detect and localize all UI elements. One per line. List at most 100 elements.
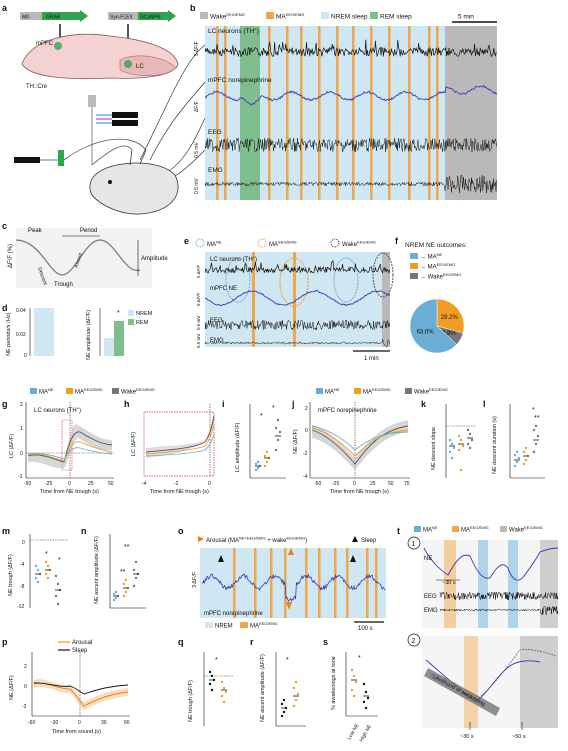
r-dots-dot: [280, 702, 284, 706]
panel-s: * Low NE High NE % awakenings at tone: [331, 652, 378, 743]
signal-line-lc: [139, 44, 206, 161]
i-dots-dot: [278, 430, 282, 434]
k-dots-dot: [452, 446, 456, 450]
ma-bands: [216, 26, 439, 200]
panel-c: Peak Period Descent Ascent Trough Amplit…: [8, 228, 168, 288]
d-left-bar-nrem: [34, 308, 54, 356]
f-legend-swatch-1: [410, 263, 418, 269]
s-star: *: [358, 655, 361, 662]
e-eeg-trace: [204, 319, 391, 331]
f-title: NREM NE outcomes:: [405, 242, 467, 249]
ma-band: [408, 26, 411, 200]
gl-legend-swatch-0: [30, 388, 37, 394]
f-legend-1: → MAEEG/EMG: [420, 262, 455, 271]
p-xtick-1: -30: [51, 720, 58, 726]
r-dots-dot: [294, 680, 298, 684]
i-dots-dot: [263, 454, 267, 458]
l-dots-dot: [513, 464, 517, 468]
n-dots-dot: [122, 582, 126, 586]
t1-ne-label: NE: [424, 556, 432, 562]
filter-green: [58, 150, 64, 166]
lc-label: LC: [136, 64, 144, 70]
virus1-arrow: [42, 12, 80, 20]
panel-d: 0.04 0.02 0 NE periods/s (Hz) * NREM REM…: [6, 308, 153, 360]
n-dots-dot: [124, 578, 128, 582]
m-dots-dot: [54, 574, 58, 578]
q-dots-dot: [210, 674, 214, 678]
pie-label-0: 63.0%: [417, 329, 435, 335]
t-step1-circle: [407, 536, 421, 550]
o-ma-band: [366, 548, 369, 618]
ne-trace-label: mPFC norepinephrine: [208, 77, 272, 84]
e-lc-label: LC neurons (TH+): [210, 255, 257, 264]
t1-ne-trace: [423, 547, 559, 581]
j-xtick-0: -50: [314, 481, 321, 487]
legend-rem-swatch: [370, 12, 378, 19]
legend-nrem-text: NREM sleep: [331, 14, 368, 21]
panel-letter-j: j: [292, 399, 295, 409]
panel-m: * * 0 -4 -8 -12 NE trough (ΔF/F): [8, 534, 68, 610]
t2-wake-trace: [475, 649, 557, 701]
k-dots-dot: [459, 468, 463, 472]
j-xtick-4: 50: [388, 481, 394, 487]
p-xtick-4: 60: [124, 720, 130, 726]
n-dots-dot: [132, 568, 136, 572]
d-legend-rem-swatch: [128, 319, 134, 325]
p-xtick-0: -60: [28, 720, 35, 726]
tether-2: [63, 138, 147, 161]
m-dots-dot: [44, 560, 48, 564]
l-star-1: **: [534, 415, 540, 422]
p-legend-sleep: Sleep: [72, 648, 88, 654]
n-dots-dot: [114, 590, 118, 594]
r-star: *: [286, 657, 289, 664]
p-ytick-1: 0: [24, 684, 27, 690]
e-circle-1: [225, 257, 251, 303]
m-ytick-3: -12: [17, 604, 24, 610]
k-dots-dot: [468, 432, 472, 436]
q-dots-dot: [220, 694, 224, 698]
o-legend-ma: MAEEG/EMG: [250, 621, 278, 630]
panel-letter-d: d: [2, 303, 8, 313]
g-xlabel: Time from NE trough (s): [40, 489, 99, 495]
e-legend-maeeg: MAEEG/EMG: [269, 240, 297, 249]
i-ylabel: LC amplitude (ΔF/F): [235, 422, 241, 472]
wake-band: [445, 26, 497, 200]
q-dots-dot: [222, 686, 226, 690]
time-scale-text: 5 min: [458, 14, 474, 21]
j-ytick-1: 0: [305, 428, 308, 434]
e-scale-eeg: 0.5 mV: [196, 316, 201, 330]
panel-letter-a: a: [2, 3, 8, 13]
q-dots-dot: [222, 700, 226, 704]
virus1-label: Mif-: [22, 15, 31, 21]
i-dots: [254, 418, 282, 472]
k-dots-dot: [457, 434, 461, 438]
f-legend-2: → WakeEEG/EMG: [420, 272, 461, 281]
panel-letter-g: g: [2, 399, 8, 409]
j-ma-ne-line: [311, 425, 409, 451]
panel-letter-r: r: [250, 637, 254, 647]
laser-405-label: 405 nm: [115, 121, 130, 126]
virus2-arrowhead: [168, 10, 176, 22]
virus1-box: [20, 12, 42, 20]
d-right-bar-nrem: [104, 338, 114, 356]
o-sleep-marker-2: [350, 555, 356, 562]
o-arousal-marker-1: [288, 548, 294, 555]
signal-line-ne: [149, 81, 206, 161]
virus2-arrow: [138, 12, 168, 20]
j-ylabel: NE (ΔF/F): [293, 429, 299, 454]
g-ytick-1: 1: [20, 426, 23, 432]
virus1-arrowhead: [80, 10, 88, 22]
p-xtick-3: 30: [101, 720, 107, 726]
virus2-label: Syn-FLEX: [110, 15, 133, 21]
ma-band: [336, 26, 339, 200]
r-dots-dot: [280, 714, 284, 718]
panel-k: NE descent slope: [431, 404, 476, 478]
virus2-box: [108, 12, 138, 20]
e-legend-maeeg-icon: [257, 238, 267, 248]
panel-letter-s: s: [323, 637, 329, 647]
h-xtick-1: -2: [174, 481, 179, 487]
panel-letter-k: k: [421, 399, 427, 409]
legend-ma-text: MAEEG/EMG: [276, 12, 304, 21]
e-ma-band-1: [252, 252, 255, 347]
q-dots-dot: [208, 670, 212, 674]
